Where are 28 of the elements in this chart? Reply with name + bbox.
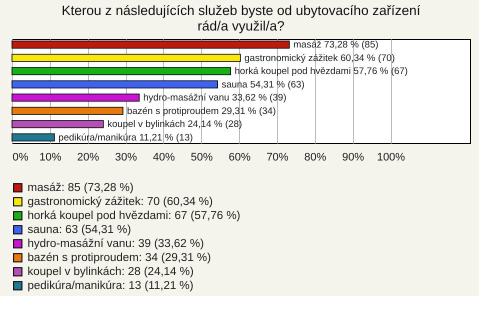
data-label: masáž 73,28 % (85) — [293, 40, 378, 51]
legend-label: gastronomický zážitek: 70 (60,34 %) — [28, 196, 214, 208]
x-tick-label: 10% — [39, 152, 62, 164]
x-tick-label: 0% — [12, 152, 29, 164]
x-tick-label: 70% — [266, 152, 289, 164]
x-tick-label: 20% — [77, 152, 100, 164]
legend-label: masáž: 85 (73,28 %) — [28, 182, 134, 194]
data-label: gastronomický zážitek 60,34 % (70) — [244, 52, 395, 64]
chart-title: Kterou z následujících služeb byste od ubytovacího zařízení rád/a využil/a? — [62, 3, 421, 34]
data-label: bazén s protiproudem 29,31 % (34) — [126, 106, 276, 117]
legend-label: hydro-masážní vanu: 39 (33,62 %) — [28, 238, 204, 250]
legend-label: bazén s protiproudem: 34 (29,31 %) — [28, 252, 212, 264]
x-tick-label: 80% — [304, 152, 327, 164]
data-label: koupel v bylinkách 24,14 % (28) — [107, 119, 242, 130]
legend-label: koupel v bylinkách: 28 (24,14 %) — [28, 266, 194, 278]
legend-label: sauna: 63 (54,31 %) — [28, 224, 132, 236]
x-tick-label: 30% — [115, 152, 138, 164]
x-tick-label: 60% — [228, 152, 251, 164]
x-tick-label: 40% — [152, 152, 176, 164]
data-label: sauna 54,31 % (63) — [222, 79, 304, 90]
x-tick-label: 90% — [342, 152, 364, 164]
legend-label: pedikúra/manikúra: 13 (11,21 %) — [28, 280, 194, 292]
x-tick-label: 50% — [190, 152, 213, 164]
data-label: horká koupel pod hvězdami 57,76 % (67) — [234, 66, 408, 78]
legend-label: horká koupel pod hvězdami: 67 (57,76 %) — [28, 210, 241, 222]
x-tick-label: 100% — [376, 152, 406, 164]
data-label: pedikúra/manikúra 11,21 % (13) — [58, 132, 193, 144]
data-label: hydro-masážní vanu 33,62 % (39) — [143, 92, 286, 104]
